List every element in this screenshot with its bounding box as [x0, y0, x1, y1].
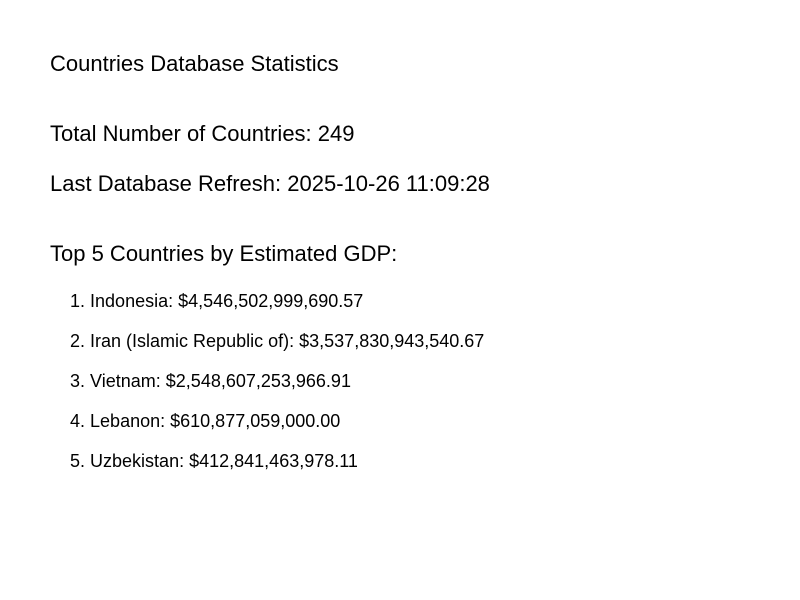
top-gdp-list: 1. Indonesia: $4,546,502,999,690.57 2. I…	[70, 290, 484, 490]
gdp-separator: :	[155, 371, 161, 391]
gdp-value: $4,546,502,999,690.57	[178, 291, 364, 311]
total-countries-value: 249	[317, 121, 355, 146]
gdp-rank: 4.	[70, 411, 86, 431]
gdp-country: Iran (Islamic Republic of)	[90, 331, 290, 351]
total-countries-stat: Total Number of Countries: 249	[50, 122, 355, 146]
gdp-separator: :	[168, 291, 174, 311]
last-refresh-stat: Last Database Refresh: 2025-10-26 11:09:…	[50, 172, 490, 196]
gdp-value: $412,841,463,978.11	[189, 451, 358, 471]
gdp-separator: :	[179, 451, 185, 471]
gdp-country: Vietnam	[90, 371, 156, 391]
gdp-list-item: 5. Uzbekistan: $412,841,463,978.11	[70, 450, 484, 490]
gdp-country: Lebanon	[90, 411, 161, 431]
gdp-rank: 3.	[70, 371, 86, 391]
gdp-country: Uzbekistan	[90, 451, 180, 471]
gdp-rank: 5.	[70, 451, 86, 471]
gdp-value: $610,877,059,000.00	[170, 411, 341, 431]
gdp-list-item: 4. Lebanon: $610,877,059,000.00	[70, 410, 484, 450]
page-title: Countries Database Statistics	[50, 51, 339, 76]
last-refresh-value: 2025-10-26 11:09:28	[287, 171, 490, 196]
gdp-rank: 1.	[70, 291, 86, 311]
gdp-separator: :	[289, 331, 295, 351]
gdp-value: $3,537,830,943,540.67	[299, 331, 485, 351]
top-gdp-heading: Top 5 Countries by Estimated GDP:	[50, 241, 398, 266]
gdp-value: $2,548,607,253,966.91	[165, 371, 351, 391]
last-refresh-label: Last Database Refresh:	[50, 171, 282, 196]
gdp-list-item: 1. Indonesia: $4,546,502,999,690.57	[70, 290, 484, 330]
gdp-separator: :	[160, 411, 166, 431]
gdp-list-item: 3. Vietnam: $2,548,607,253,966.91	[70, 370, 484, 410]
total-countries-label: Total Number of Countries:	[50, 121, 312, 146]
gdp-country: Indonesia	[90, 291, 169, 311]
gdp-list-item: 2. Iran (Islamic Republic of): $3,537,83…	[70, 330, 484, 370]
gdp-rank: 2.	[70, 331, 86, 351]
